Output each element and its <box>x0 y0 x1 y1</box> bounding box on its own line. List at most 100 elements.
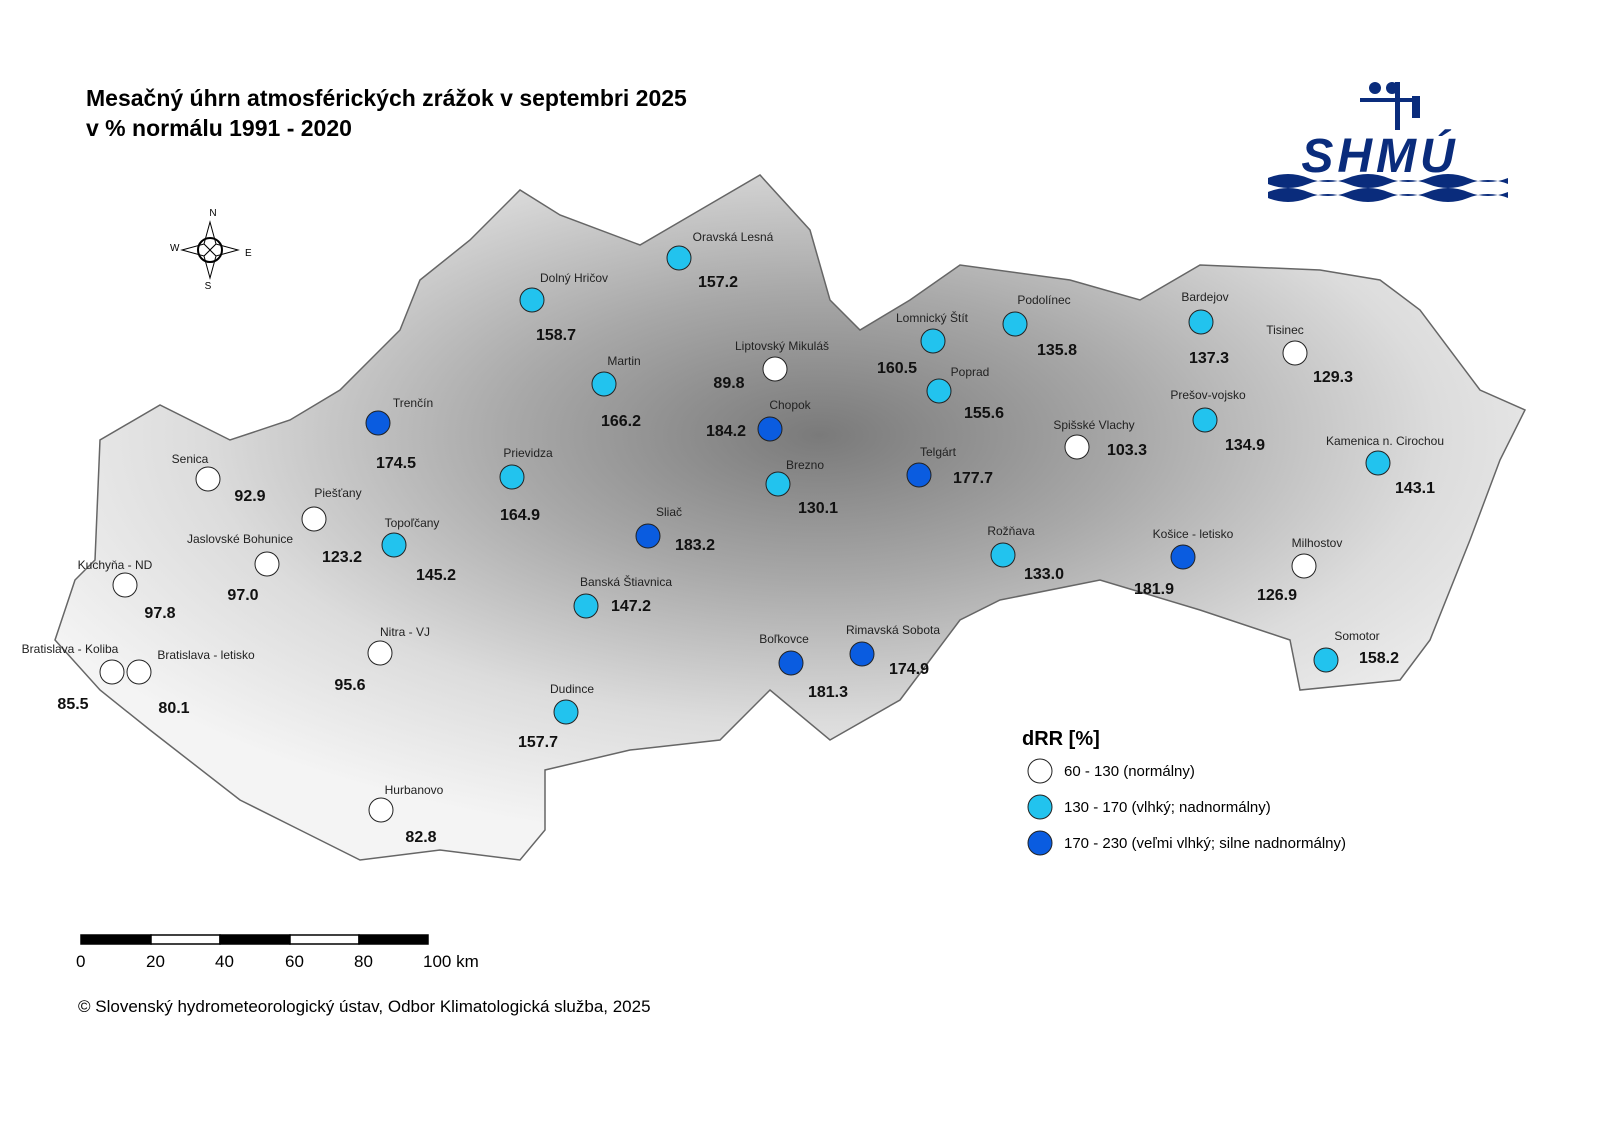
station-marker <box>365 410 391 436</box>
station-marker <box>381 532 407 558</box>
station-value: 97.0 <box>227 587 258 604</box>
station-name: Prievidza <box>503 446 553 460</box>
station-marker <box>1064 434 1090 460</box>
station-value: 181.9 <box>1134 581 1174 598</box>
station-name: Rimavská Sobota <box>846 623 940 637</box>
legend-label: 170 - 230 (veľmi vlhký; silne nadnormáln… <box>1064 835 1346 852</box>
compass-n: N <box>209 208 216 219</box>
stations: Oravská Lesná 157.2 Dolný Hričov 158.7 Marti… <box>22 230 1444 846</box>
station-name: Prešov-vojsko <box>1170 388 1246 402</box>
station-value: 129.3 <box>1313 369 1353 386</box>
station-value: 134.9 <box>1225 437 1265 454</box>
station-name: Piešťany <box>314 486 361 500</box>
station-name: Spišské Vlachy <box>1053 418 1134 432</box>
station-value: 181.3 <box>808 684 848 701</box>
legend-title: dRR [%] <box>1022 728 1100 750</box>
station-marker <box>126 659 152 685</box>
station-name: Tisinec <box>1266 323 1304 337</box>
station-marker <box>368 797 394 823</box>
station-value: 174.5 <box>376 455 416 472</box>
station-value: 183.2 <box>675 537 715 554</box>
station-value: 147.2 <box>611 598 651 615</box>
station-marker <box>1192 407 1218 433</box>
station-name: Trenčín <box>393 396 433 410</box>
station-value: 174.9 <box>889 661 929 678</box>
scale-bar <box>80 934 429 945</box>
station-name: Senica <box>172 452 209 466</box>
station-value: 155.6 <box>964 405 1004 422</box>
station-name: Dolný Hričov <box>540 271 608 285</box>
station-value: 95.6 <box>334 677 365 694</box>
compass-w: W <box>170 243 180 254</box>
station-name: Topoľčany <box>385 516 440 530</box>
station-marker <box>906 462 932 488</box>
station-marker <box>1170 544 1196 570</box>
station-name: Telgárt <box>920 445 957 459</box>
station-marker <box>367 640 393 666</box>
station-marker <box>1188 309 1214 335</box>
station-marker <box>1002 311 1028 337</box>
station-marker <box>519 287 545 313</box>
station-value: 157.2 <box>698 274 738 291</box>
station-name: Boľkovce <box>759 632 809 646</box>
legend-swatch <box>1027 830 1053 856</box>
country-outline <box>54 174 1527 861</box>
station-marker <box>195 466 221 492</box>
station-value: 145.2 <box>416 567 456 584</box>
station-marker <box>926 378 952 404</box>
station-marker <box>1313 647 1339 673</box>
station-marker <box>849 641 875 667</box>
station-value: 137.3 <box>1189 350 1229 367</box>
station-value: 82.8 <box>405 829 436 846</box>
station-value: 135.8 <box>1037 342 1077 359</box>
station-marker <box>920 328 946 354</box>
station-marker <box>254 551 280 577</box>
station-marker <box>499 464 525 490</box>
station-marker <box>301 506 327 532</box>
station-name: Banská Štiavnica <box>580 574 672 589</box>
subtitle: v % normálu 1991 - 2020 <box>86 115 352 141</box>
station-value: 160.5 <box>877 360 917 377</box>
station-marker <box>573 593 599 619</box>
station-marker <box>1291 553 1317 579</box>
station-name: Liptovský Mikuláš <box>735 339 829 353</box>
station-value: 157.7 <box>518 734 558 751</box>
station-value: 126.9 <box>1257 587 1297 604</box>
copyright: © Slovenský hydrometeorologický ústav, O… <box>78 997 651 1016</box>
station-name: Bratislava - Koliba <box>22 642 119 656</box>
station-marker <box>762 356 788 382</box>
station-name: Hurbanovo <box>385 783 444 797</box>
scale-label: 60 <box>285 952 304 971</box>
station-value: 97.8 <box>144 605 175 622</box>
legend-label: 130 - 170 (vlhký; nadnormálny) <box>1064 799 1271 816</box>
station-value: 158.7 <box>536 327 576 344</box>
scale-label: 20 <box>146 952 165 971</box>
compass-s: S <box>205 281 212 292</box>
station-marker <box>635 523 661 549</box>
station-marker <box>1282 340 1308 366</box>
scale-labels: 0 20 40 60 80 100 km <box>76 952 479 971</box>
legend-swatch <box>1027 794 1053 820</box>
station-value: 177.7 <box>953 470 993 487</box>
scale-label: 80 <box>354 952 373 971</box>
station-value: 92.9 <box>234 488 265 505</box>
scale-label: 0 <box>76 952 85 971</box>
station-marker <box>112 572 138 598</box>
station-value: 158.2 <box>1359 650 1399 667</box>
station-name: Kamenica n. Cirochou <box>1326 434 1444 448</box>
station-name: Kuchyňa - ND <box>78 558 153 572</box>
station-value: 164.9 <box>500 507 540 524</box>
station-value: 130.1 <box>798 500 838 517</box>
station-name: Sliač <box>656 505 682 519</box>
logo <box>1268 82 1508 202</box>
station-name: Bratislava - letisko <box>157 648 255 662</box>
station-name: Milhostov <box>1292 536 1343 550</box>
station-value: 184.2 <box>706 423 746 440</box>
station-name: Oravská Lesná <box>693 230 774 244</box>
legend: 60 - 130 (normálny) 130 - 170 (vlhký; nad… <box>1027 758 1346 856</box>
station-name: Dudince <box>550 682 594 696</box>
station-value: 85.5 <box>57 696 88 713</box>
scale-label: 100 km <box>423 952 479 971</box>
station-name: Nitra - VJ <box>380 625 430 639</box>
